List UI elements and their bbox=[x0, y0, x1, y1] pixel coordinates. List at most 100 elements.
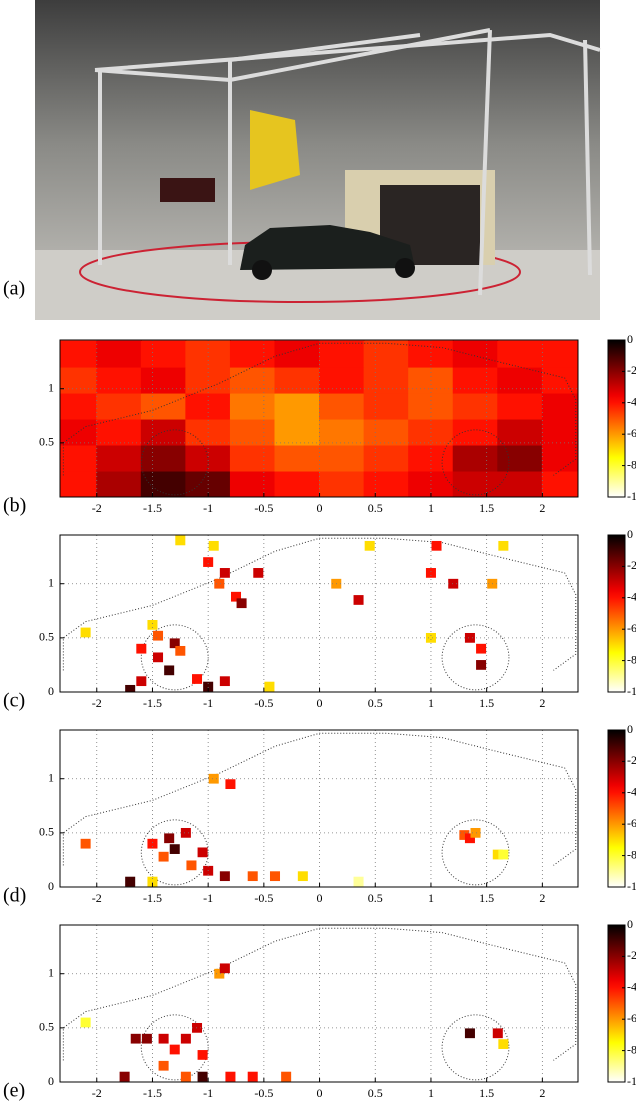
source-cell bbox=[470, 827, 481, 838]
source-cell bbox=[208, 773, 219, 784]
y-tick-label: 1 bbox=[48, 770, 54, 784]
source-cell bbox=[297, 871, 308, 882]
colorbar-tick-label: 0 bbox=[627, 722, 633, 736]
heat-cell bbox=[96, 418, 142, 446]
x-tick-label: -0.5 bbox=[254, 1086, 273, 1100]
source-cell bbox=[147, 619, 158, 630]
source-cell bbox=[153, 630, 164, 641]
source-cell bbox=[464, 1028, 475, 1039]
x-tick-label: 0 bbox=[317, 696, 323, 710]
colorbar-tick-label: 0 bbox=[627, 527, 633, 541]
heat-cell bbox=[140, 340, 187, 368]
heat-cell bbox=[541, 470, 578, 497]
source-cell bbox=[219, 676, 230, 687]
panel-label: (a) bbox=[3, 278, 25, 300]
heat-cell bbox=[363, 392, 410, 420]
x-tick-label: 2 bbox=[539, 696, 545, 710]
heat-cell bbox=[96, 340, 142, 368]
heat-cell bbox=[229, 392, 276, 420]
colorbar-tick-label: -6 bbox=[627, 426, 636, 440]
y-tick-label: 0.5 bbox=[39, 630, 54, 644]
panel: -2 -1.5 -1 -0.5 0 0.5 1 1.5 2 0 0.5 1 0 -2 -4 -6 -8 -10 (d… bbox=[3, 722, 636, 907]
source-cell bbox=[492, 849, 503, 860]
source-cell bbox=[459, 830, 470, 840]
x-tick-label: 2 bbox=[539, 1086, 545, 1100]
source-cell bbox=[80, 627, 91, 638]
x-tick-label: -2 bbox=[92, 501, 102, 515]
x-tick-label: -0.5 bbox=[254, 891, 273, 905]
heat-cell bbox=[452, 418, 499, 446]
colorbar bbox=[607, 339, 626, 498]
car-outline bbox=[62, 537, 577, 671]
heat-cell bbox=[274, 392, 321, 420]
heat-cell bbox=[274, 418, 321, 446]
source-cell bbox=[147, 838, 158, 849]
x-tick-label: 1.5 bbox=[479, 696, 494, 710]
heat-cell bbox=[229, 470, 276, 497]
source-cell bbox=[175, 535, 186, 546]
x-tick-label: 1 bbox=[428, 696, 434, 710]
source-cell bbox=[208, 540, 219, 551]
heat-cell bbox=[541, 418, 578, 446]
heat-cell bbox=[60, 418, 98, 446]
source-cell bbox=[225, 779, 236, 790]
x-tick-label: -2 bbox=[92, 696, 102, 710]
heat-cell bbox=[363, 470, 410, 497]
source-cell bbox=[164, 665, 175, 676]
heat-cell bbox=[452, 392, 499, 420]
wheel-outline bbox=[441, 624, 510, 691]
heat-cell bbox=[363, 340, 410, 368]
colorbar-tick-label: -10 bbox=[627, 684, 636, 698]
car-outline bbox=[62, 927, 577, 1061]
wheel-outline bbox=[140, 429, 209, 496]
heat-cell bbox=[274, 470, 321, 497]
colorbar-tick-label: -6 bbox=[627, 816, 636, 830]
heat-cell bbox=[60, 444, 98, 472]
source-cell bbox=[247, 1071, 258, 1082]
colorbar-tick-label: 0 bbox=[627, 917, 633, 931]
source-cell bbox=[225, 1071, 236, 1082]
source-cell bbox=[464, 833, 475, 844]
source-cell bbox=[476, 643, 487, 654]
heat-cell bbox=[274, 366, 321, 394]
heat-cell bbox=[363, 418, 410, 446]
x-tick-label: 0 bbox=[317, 1086, 323, 1100]
colorbar-tick-label: -10 bbox=[627, 879, 636, 893]
colorbar-tick-label: -4 bbox=[627, 395, 636, 409]
source-cell bbox=[180, 1071, 191, 1082]
heat-cell bbox=[96, 444, 142, 472]
car-outline bbox=[62, 342, 577, 476]
heat-cell bbox=[140, 392, 187, 420]
source-cell bbox=[492, 1028, 503, 1039]
source-cell bbox=[219, 963, 230, 974]
source-cell bbox=[169, 1044, 180, 1055]
heat-cell bbox=[541, 366, 578, 394]
colorbar-tick-label: -6 bbox=[627, 621, 636, 635]
heat-cell bbox=[497, 418, 543, 446]
source-cell bbox=[269, 871, 281, 882]
photo bbox=[35, 0, 601, 320]
heat-cell bbox=[408, 392, 454, 420]
heat-cell bbox=[497, 392, 543, 420]
source-cell bbox=[169, 638, 180, 649]
source-cell bbox=[353, 876, 364, 887]
source-cell bbox=[203, 557, 214, 567]
source-cell bbox=[219, 568, 230, 578]
panel: -2 -1.5 -1 -0.5 0 0.5 1 1.5 2 0 0.5 1 0 -2 -4 -6 -8 -10 (e… bbox=[3, 917, 636, 1102]
heat-cell bbox=[229, 366, 276, 394]
x-tick-label: -2 bbox=[92, 891, 102, 905]
x-tick-label: 1 bbox=[428, 891, 434, 905]
source-cell bbox=[230, 591, 242, 602]
colorbar-tick-label: -8 bbox=[627, 652, 636, 666]
colorbar-tick-label: -4 bbox=[627, 590, 636, 604]
heat-cell bbox=[319, 470, 365, 497]
colorbar-tick-label: -10 bbox=[627, 489, 636, 503]
x-tick-label: 1 bbox=[428, 501, 434, 515]
source-cell bbox=[353, 595, 364, 605]
plot-area bbox=[60, 340, 578, 497]
source-cell bbox=[192, 674, 203, 684]
wheel-outline bbox=[140, 624, 209, 691]
heat-cell bbox=[319, 340, 365, 368]
x-tick-label: -0.5 bbox=[254, 501, 273, 515]
